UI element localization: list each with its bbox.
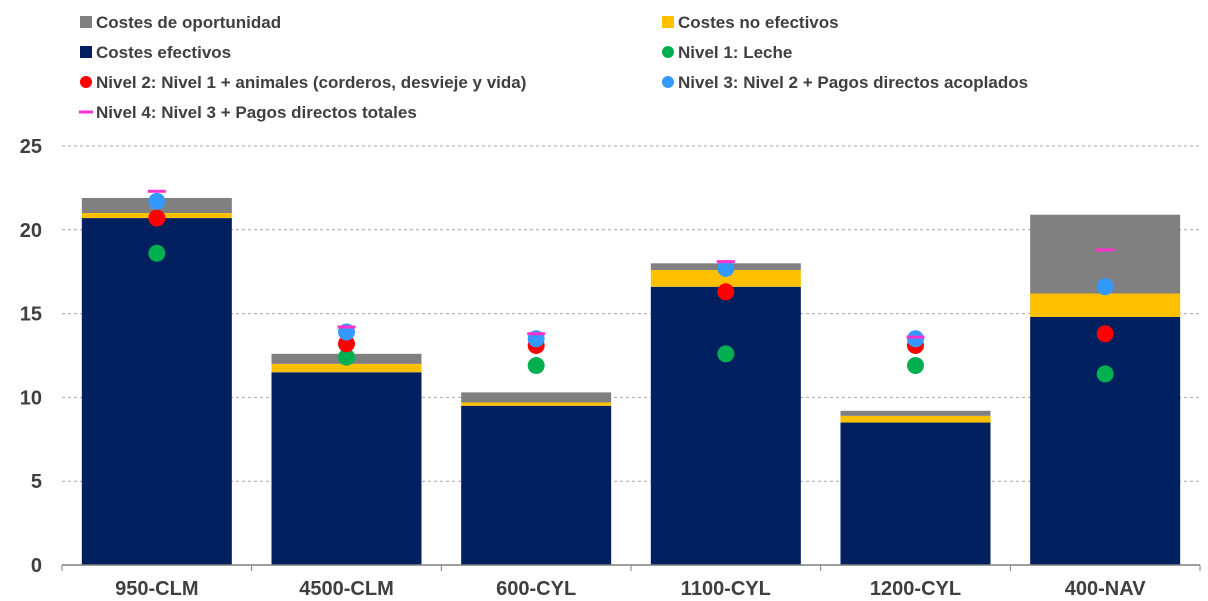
marker-nivel-1-leche-1100-cyl (717, 345, 735, 363)
y-tick-label: 5 (31, 471, 42, 493)
bar-costes-no-efectivos-4500-clm (271, 363, 422, 373)
marker-nivel-4-nivel-3-pagos-directos-totales-4500-clm (337, 325, 356, 329)
marker-nivel-2-nivel-1-animales-corderos-desvieje-y-vida-400-nav (1096, 325, 1114, 343)
axes: 0 5 10 15 20 25 950-CLM 4500-CLM 600-CYL 1100-CYL… (20, 136, 1201, 600)
legend-swatch-square (80, 46, 92, 58)
marker-nivel-1-leche-600-cyl (527, 357, 545, 375)
marker-nivel-1-leche-4500-clm (338, 348, 355, 366)
marker-nivel-3-nivel-2-pagos-directos-acoplados-1200-cyl (907, 330, 924, 348)
marker-nivel-4-nivel-3-pagos-directos-totales-1100-cyl (716, 260, 735, 264)
x-tick-label-400-nav: 400-NAV (1065, 578, 1146, 600)
legend-label: Costes efectivos (96, 43, 231, 62)
bar-costes-no-efectivos-1200-cyl (840, 415, 991, 423)
legend-swatch-square (80, 16, 92, 28)
bars (81, 197, 1181, 565)
legend-swatch-dash (79, 110, 93, 114)
legend-label: Costes no efectivos (678, 13, 839, 32)
legend-item-costes-efectivos: Costes efectivos (80, 43, 231, 62)
bar-costes-no-efectivos-1100-cyl (650, 270, 801, 287)
marker-nivel-4-nivel-3-pagos-directos-totales-400-nav (1096, 248, 1115, 252)
bar-costes-efectivos-600-cyl (461, 405, 612, 565)
x-tick-label-950-clm: 950-CLM (115, 578, 198, 600)
bar-costes-no-efectivos-400-nav (1030, 293, 1181, 317)
legend-label: Nivel 1: Leche (678, 43, 792, 62)
bar-costes-efectivos-950-clm (81, 218, 232, 565)
legend-swatch-circle (80, 76, 92, 88)
legend-label: Nivel 2: Nivel 1 + animales (corderos, d… (96, 73, 526, 92)
y-tick-label: 25 (20, 136, 42, 158)
marker-nivel-2-nivel-1-animales-corderos-desvieje-y-vida-1100-cyl (717, 283, 735, 301)
legend-item-costes-no-efectivos: Costes no efectivos (662, 13, 839, 32)
bar-costes-efectivos-4500-clm (271, 372, 422, 565)
y-tick-label: 10 (20, 387, 42, 409)
marker-nivel-4-nivel-3-pagos-directos-totales-950-clm (147, 189, 166, 193)
legend-label: Nivel 3: Nivel 2 + Pagos directos acopla… (678, 73, 1028, 92)
y-tick-label: 20 (20, 220, 42, 242)
legend-item-nivel-1-leche: Nivel 1: Leche (662, 43, 792, 62)
legend-label: Costes de oportunidad (96, 13, 281, 32)
y-tick-label: 15 (20, 304, 42, 326)
bar-costes-de-oportunidad-600-cyl (461, 392, 612, 403)
marker-nivel-4-nivel-3-pagos-directos-totales-1200-cyl (906, 335, 925, 339)
bar-costes-no-efectivos-600-cyl (461, 402, 612, 406)
legend: Costes de oportunidad Costes no efectivos… (79, 13, 1028, 122)
legend-swatch-circle (662, 46, 674, 58)
legend-label: Nivel 4: Nivel 3 + Pagos directos totale… (96, 103, 417, 122)
markers (147, 189, 1115, 383)
legend-swatch-square (662, 16, 674, 28)
marker-nivel-1-leche-950-clm (148, 244, 166, 262)
bar-costes-de-oportunidad-1200-cyl (840, 410, 991, 416)
x-tick-label-1100-cyl: 1100-CYL (681, 578, 771, 600)
x-tick-label-1200-cyl: 1200-CYL (870, 578, 961, 600)
y-tick-label: 0 (31, 555, 42, 577)
marker-nivel-3-nivel-2-pagos-directos-acoplados-1100-cyl (717, 259, 735, 277)
marker-nivel-3-nivel-2-pagos-directos-acoplados-400-nav (1096, 278, 1114, 296)
legend-item-costes-de-oportunidad: Costes de oportunidad (80, 13, 281, 32)
x-tick-label-600-cyl: 600-CYL (496, 578, 576, 600)
marker-nivel-3-nivel-2-pagos-directos-acoplados-950-clm (148, 192, 166, 210)
marker-nivel-4-nivel-3-pagos-directos-totales-600-cyl (527, 332, 546, 336)
gridlines (62, 145, 1200, 482)
bar-costes-efectivos-1100-cyl (650, 286, 801, 565)
marker-nivel-2-nivel-1-animales-corderos-desvieje-y-vida-950-clm (148, 209, 166, 227)
legend-item-nivel-4-nivel-3-pagos-directos-totales: Nivel 4: Nivel 3 + Pagos directos totale… (79, 103, 417, 122)
marker-nivel-2-nivel-1-animales-corderos-desvieje-y-vida-4500-clm (338, 335, 355, 353)
legend-swatch-circle (662, 76, 674, 88)
bar-costes-efectivos-400-nav (1030, 316, 1181, 565)
x-tick-label-4500-clm: 4500-CLM (299, 578, 393, 600)
marker-nivel-1-leche-1200-cyl (907, 357, 924, 375)
legend-item-nivel-3-nivel-2-pagos-directos-acoplados: Nivel 3: Nivel 2 + Pagos directos acopla… (662, 73, 1028, 92)
legend-item-nivel-2-nivel-1-animales-corderos-desvieje-y-vida: Nivel 2: Nivel 1 + animales (corderos, d… (80, 73, 526, 92)
bar-costes-efectivos-1200-cyl (840, 422, 991, 565)
marker-nivel-1-leche-400-nav (1096, 365, 1114, 383)
